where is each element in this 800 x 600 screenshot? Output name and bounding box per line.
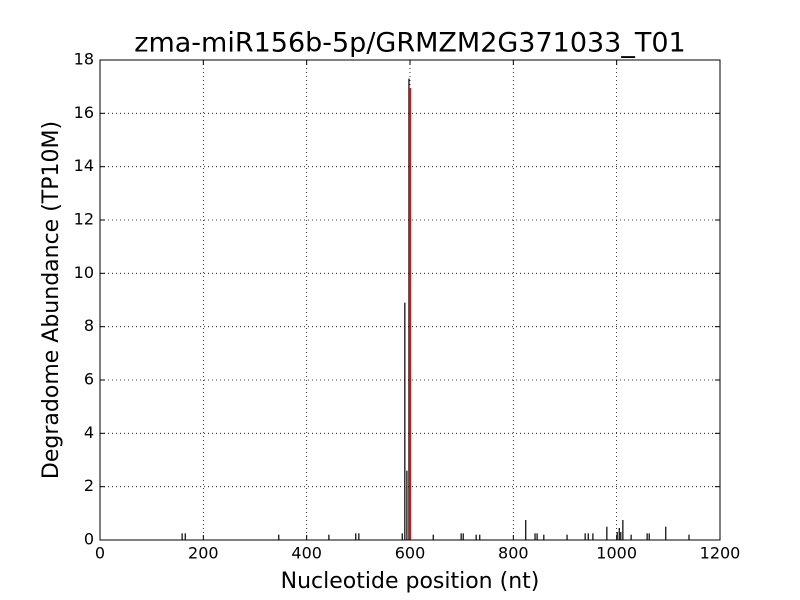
y-tick-label: 12	[74, 210, 94, 229]
x-tick-label: 600	[395, 544, 426, 563]
x-tick-label: 1000	[596, 544, 637, 563]
y-tick-label: 18	[74, 50, 94, 69]
y-tick-label: 14	[74, 156, 94, 175]
y-tick-label: 6	[84, 370, 94, 389]
y-tick-label: 4	[84, 423, 94, 442]
x-axis-label: Nucleotide position (nt)	[281, 569, 540, 594]
plot-frame	[99, 59, 721, 541]
x-tick-label: 0	[95, 544, 105, 563]
x-tick-label: 1200	[700, 544, 741, 563]
y-tick-label: 0	[84, 530, 94, 549]
y-tick-label: 10	[74, 263, 94, 282]
x-tick-label: 200	[188, 544, 219, 563]
x-tick-label: 400	[291, 544, 322, 563]
chart-title: zma-miR156b-5p/GRMZM2G371033_T01	[134, 28, 685, 59]
y-axis-label: Degradome Abundance (TP10M)	[39, 121, 64, 479]
x-tick-label: 800	[498, 544, 529, 563]
y-tick-label: 16	[74, 103, 94, 122]
y-tick-label: 2	[84, 476, 94, 495]
y-tick-label: 8	[84, 316, 94, 335]
